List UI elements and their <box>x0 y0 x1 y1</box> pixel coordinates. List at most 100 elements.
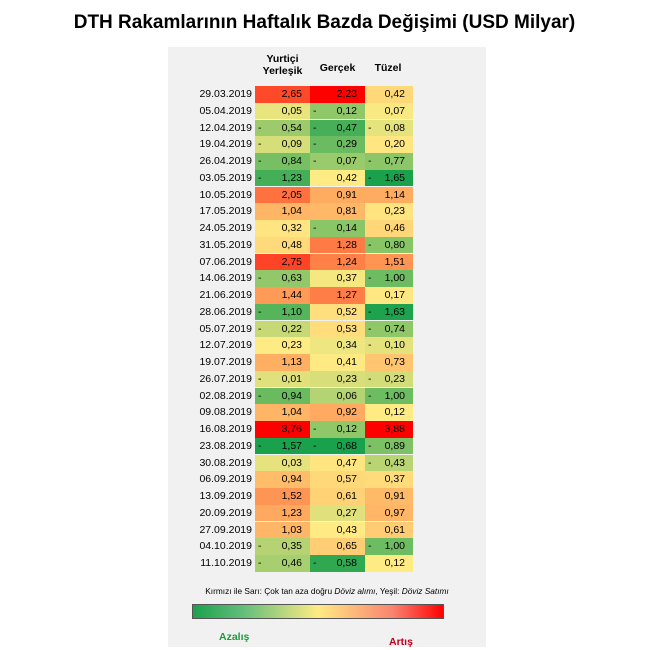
table-cell: 0,06 <box>310 387 365 405</box>
table-cell: - 0,14 <box>310 220 365 237</box>
table-cell: 0,12 <box>365 555 413 572</box>
row-date: 03.05.2019 <box>199 171 252 184</box>
table-cell: - 0,54 <box>255 119 310 137</box>
table-cell: 0,05 <box>255 102 310 120</box>
cell-value: 0,32 <box>281 222 302 234</box>
row-date: 23.08.2019 <box>199 439 252 452</box>
cell-value: 0,92 <box>336 406 357 419</box>
row-date: 10.05.2019 <box>199 188 252 201</box>
cell-value: 0,27 <box>336 506 357 519</box>
table-cell: 0,41 <box>310 354 365 371</box>
row-date: 26.07.2019 <box>199 372 252 385</box>
cell-value: 0,23 <box>384 372 405 385</box>
cell-value: 0,37 <box>336 272 357 285</box>
table-cell: -1,00 <box>365 270 413 287</box>
negative-sign: - <box>258 171 262 184</box>
table-cell: 0,34 <box>310 337 365 354</box>
negative-sign: - <box>258 557 262 569</box>
table-cell: 0,37 <box>310 270 365 287</box>
cell-value: 0,03 <box>281 456 302 469</box>
cell-value: 0,42 <box>336 171 357 184</box>
table-cell: -0,43 <box>365 454 413 472</box>
col-header-gercek: Gerçek <box>319 62 356 74</box>
table-cell: 0,92 <box>310 404 365 421</box>
table-cell: 2,05 <box>255 186 310 204</box>
row-date: 19.04.2019 <box>199 138 252 151</box>
cell-value: 0,91 <box>336 188 357 201</box>
decrease-label: Azalış <box>219 631 250 643</box>
cell-value: 0,57 <box>336 473 357 486</box>
negative-sign: - <box>368 155 372 167</box>
cell-value: 1,00 <box>384 389 405 402</box>
cell-value: 0,22 <box>281 322 302 335</box>
row-date: 17.05.2019 <box>199 205 252 218</box>
cell-value: 1,63 <box>384 305 405 318</box>
table-cell: - 0,94 <box>255 387 310 405</box>
table-cell: 0,46 <box>365 220 413 237</box>
negative-sign: - <box>258 155 262 167</box>
table-cell: -0,23 <box>365 370 413 388</box>
cell-value: 0,54 <box>281 121 302 134</box>
table-cell: 0,07 <box>365 102 413 120</box>
table-cell: - 0,29 <box>310 136 365 153</box>
table-cell: - 0,35 <box>255 538 310 555</box>
table-cell: 2,75 <box>255 253 310 271</box>
cell-value: 0,61 <box>384 523 405 536</box>
cell-value: 0,53 <box>336 322 357 335</box>
row-date: 26.04.2019 <box>199 155 252 167</box>
cell-value: 0,37 <box>384 473 405 486</box>
table-cell: 1,51 <box>365 253 413 271</box>
table-cell: -0,08 <box>365 119 413 137</box>
cell-value: 1,00 <box>384 272 405 285</box>
table-cell: - 0,68 <box>310 437 365 455</box>
table-cell: 0,73 <box>365 354 413 371</box>
col-header-tuzel: Tüzel <box>374 62 402 74</box>
negative-sign: - <box>258 540 262 553</box>
row-date: 29.03.2019 <box>199 88 252 100</box>
cell-value: 0,52 <box>336 305 357 318</box>
row-date: 13.09.2019 <box>199 490 252 502</box>
cell-value: 0,68 <box>336 439 357 452</box>
cell-value: 0,01 <box>281 372 302 385</box>
table-cell: -0,80 <box>365 236 413 254</box>
table-cell: 0,81 <box>310 203 365 220</box>
table-cell: 0,27 <box>310 504 365 522</box>
cell-value: 3,88 <box>384 423 405 435</box>
table-cell: 1,04 <box>255 203 310 220</box>
table-cell: 0,94 <box>255 471 310 488</box>
table-cell: 0,37 <box>365 471 413 488</box>
table-cell: 2,65 <box>255 86 310 103</box>
negative-sign: - <box>313 423 317 435</box>
table-cell: 0,42 <box>310 169 365 187</box>
table-cell: 1,14 <box>365 186 413 204</box>
legend-note-sell: Döviz Satımı <box>401 586 449 596</box>
cell-value: 0,23 <box>336 372 357 385</box>
row-date: 27.09.2019 <box>199 523 252 536</box>
table-cell: 1,13 <box>255 354 310 371</box>
legend-note-sep: , Yeşil: <box>375 586 402 596</box>
table-cell: - 0,84 <box>255 153 310 170</box>
cell-value: 1,10 <box>281 305 302 318</box>
table-cell: -0,77 <box>365 153 413 170</box>
cell-value: 0,34 <box>336 339 357 352</box>
row-date: 16.08.2019 <box>199 423 252 435</box>
negative-sign: - <box>368 389 372 402</box>
cell-value: 1,13 <box>281 356 302 368</box>
table-cell: 0,20 <box>365 136 413 153</box>
cell-value: 0,12 <box>384 557 405 569</box>
table-cell: 0,23 <box>310 370 365 388</box>
table-cell: - 0,22 <box>255 320 310 338</box>
table-cell: -0,74 <box>365 320 413 338</box>
row-date: 20.09.2019 <box>199 506 252 519</box>
cell-value: 0,43 <box>384 456 405 469</box>
cell-value: 0,08 <box>384 121 405 134</box>
negative-sign: - <box>313 222 317 234</box>
cell-value: 3,76 <box>281 423 302 435</box>
row-date: 21.06.2019 <box>199 289 252 301</box>
table-cell: -1,63 <box>365 303 413 321</box>
cell-value: 0,46 <box>281 557 302 569</box>
negative-sign: - <box>368 372 372 385</box>
cell-value: 2,05 <box>281 188 302 201</box>
row-date: 19.07.2019 <box>199 356 252 368</box>
table-cell: 0,61 <box>365 521 413 539</box>
